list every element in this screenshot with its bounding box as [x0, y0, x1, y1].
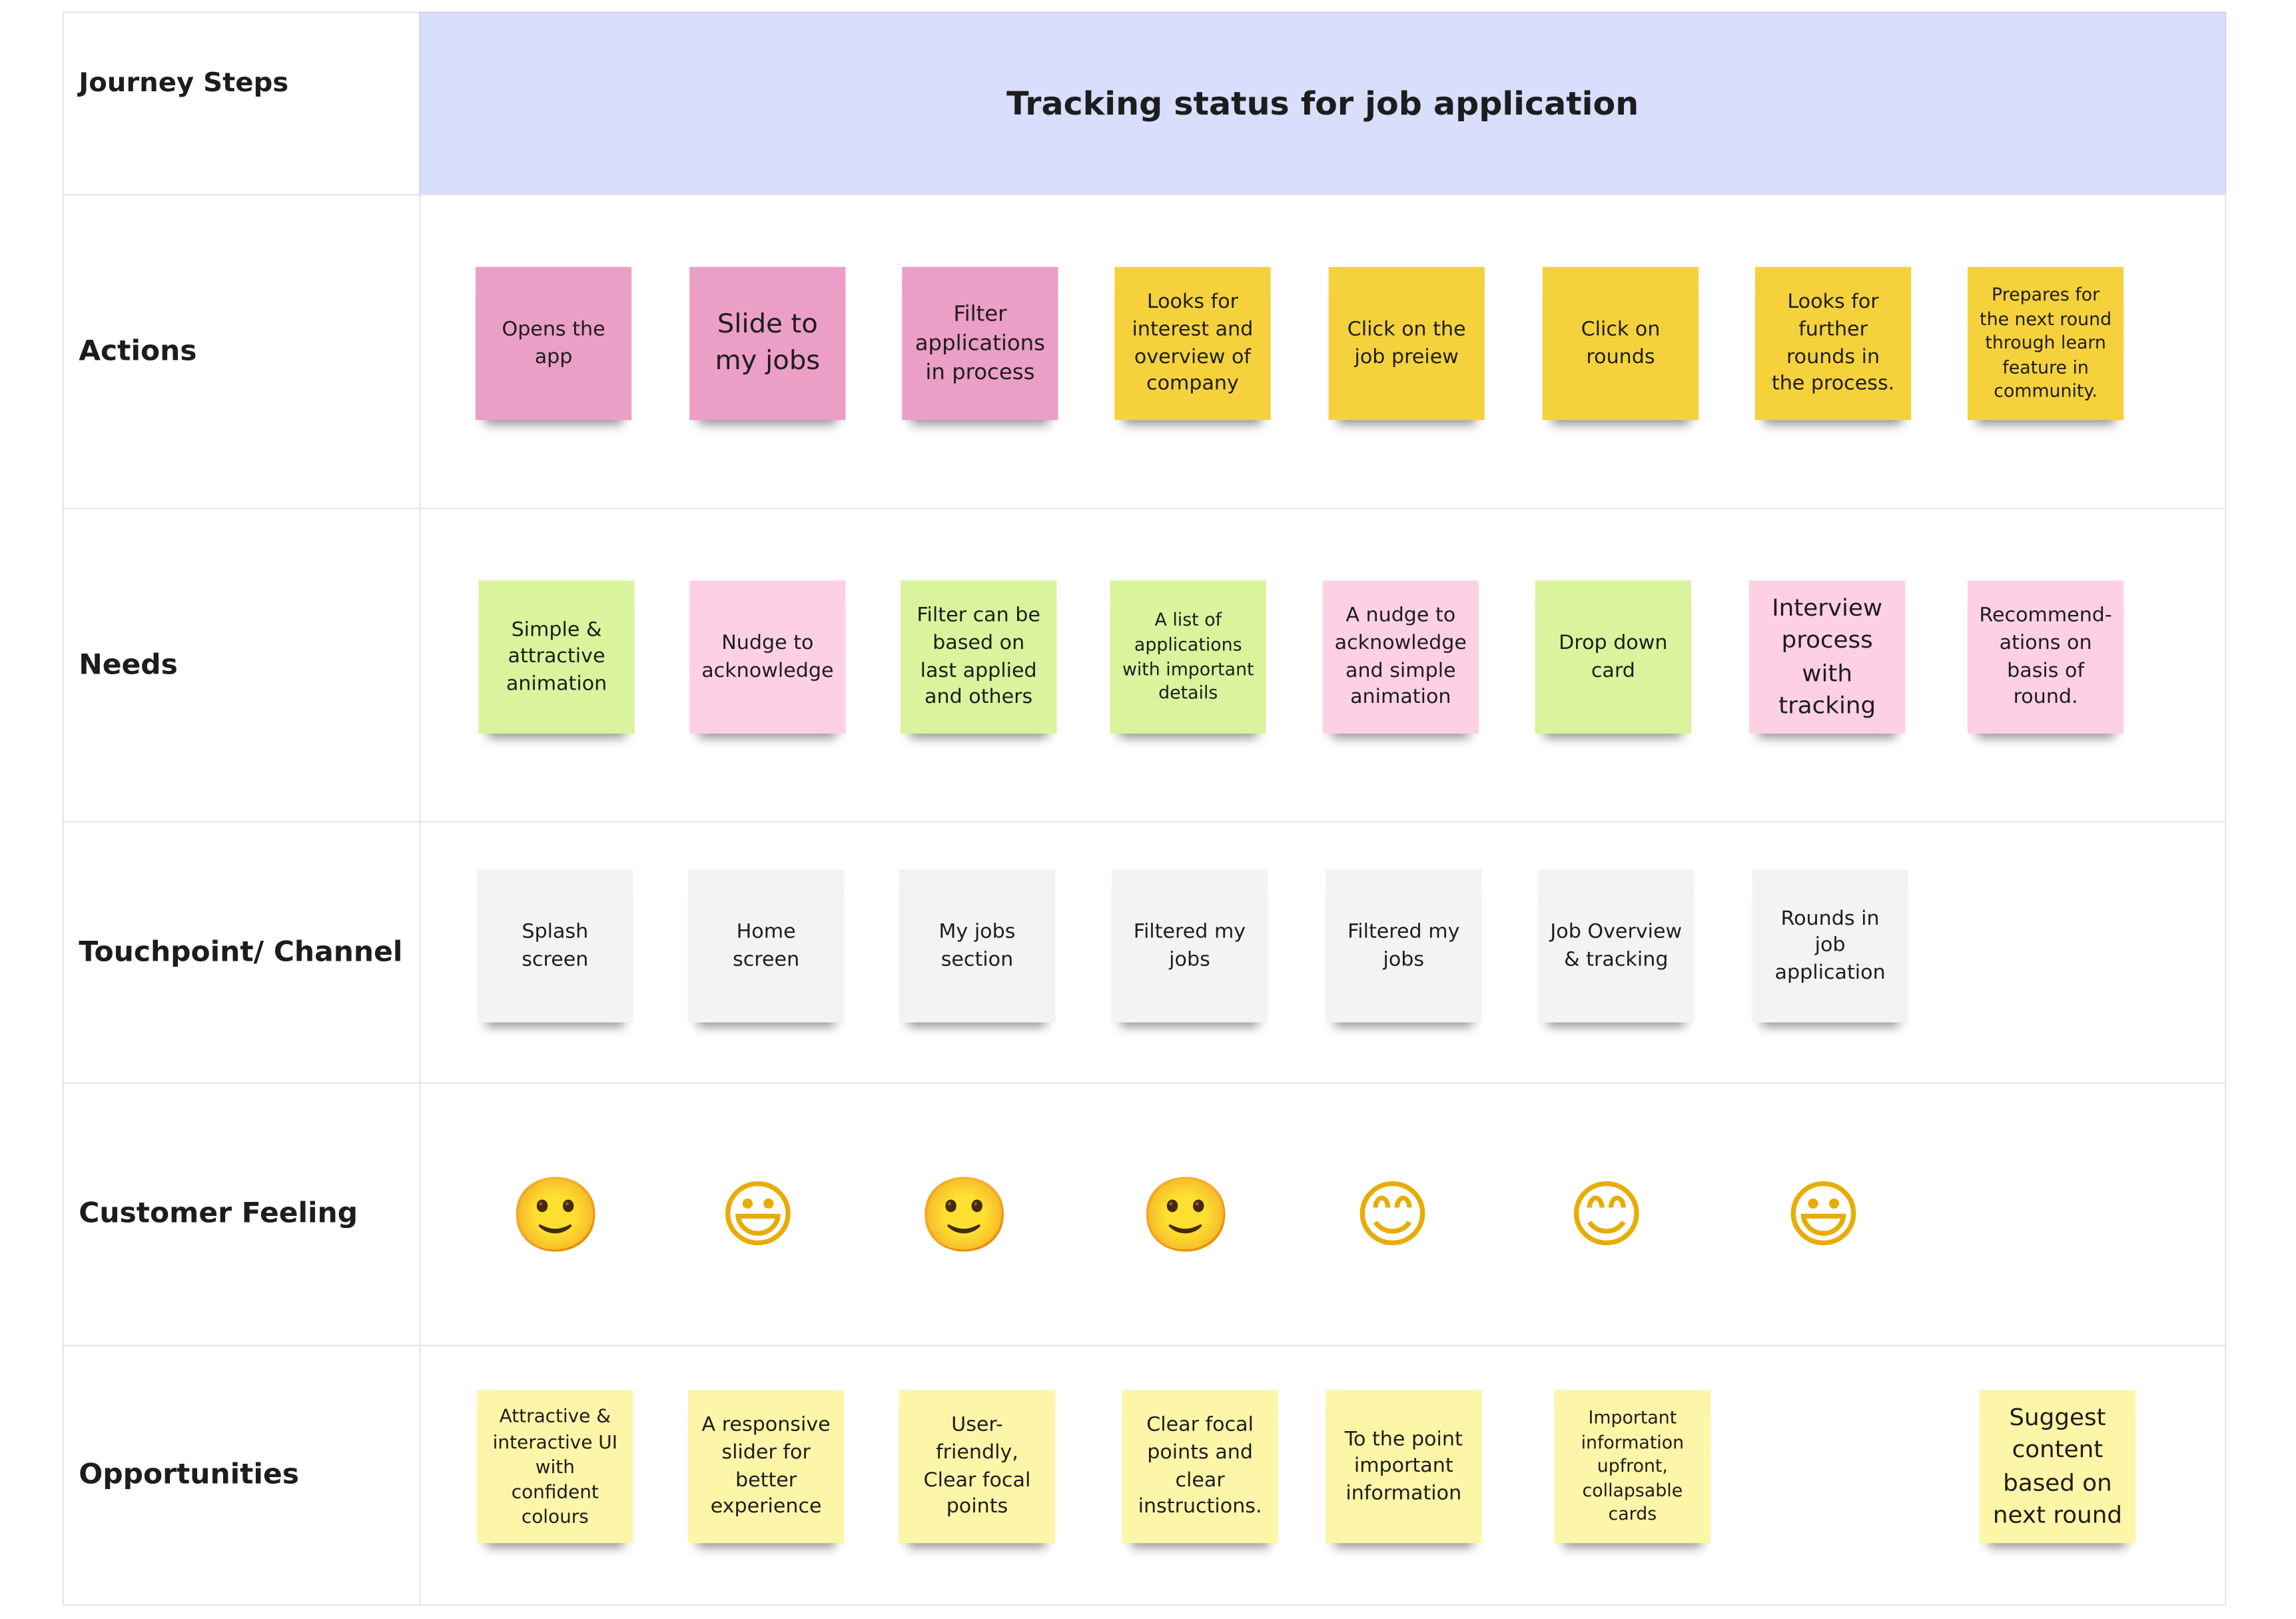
sticky-note: Drop down card: [1535, 580, 1691, 734]
sticky-note: Nudge to acknowledge: [689, 580, 846, 734]
row-label: Actions: [79, 334, 197, 367]
feeling-emoji: 🙂: [1140, 1173, 1233, 1258]
row-label-cell: [62, 1345, 421, 1606]
sticky-note: Interview process with tracking: [1749, 580, 1906, 734]
sticky-note: To the point important information: [1326, 1390, 1482, 1544]
sticky-note: Prepares for the next round through lear…: [1967, 267, 2124, 420]
row-label-cell: [62, 507, 421, 823]
sticky-note: My jobs section: [899, 869, 1056, 1023]
sticky-note: Looks for further rounds in the process.: [1754, 267, 1912, 420]
sticky-note: Suggest content based on next round: [1979, 1390, 2136, 1544]
row-label-cell: [62, 194, 421, 510]
sticky-note: Click on the job preiew: [1328, 267, 1485, 420]
sticky-note: Filtered my jobs: [1326, 869, 1482, 1023]
feeling-emoji: 😊: [1567, 1173, 1645, 1258]
row-label-cell: [62, 1082, 421, 1347]
sticky-note: A nudge to acknowledge and simple animat…: [1322, 580, 1479, 734]
feeling-emoji: 😊: [1353, 1173, 1431, 1258]
row-content-cell: [419, 1082, 2227, 1347]
sticky-note: User-friendly, Clear focal points: [899, 1390, 1056, 1544]
sticky-note: Simple & attractive animation: [478, 580, 635, 734]
sticky-note: Rounds in job application: [1752, 869, 1908, 1023]
sticky-note: Looks for interest and overview of compa…: [1114, 267, 1271, 420]
sticky-note: Important information upfront, collapsab…: [1554, 1390, 1711, 1544]
sticky-note: A list of applications with important de…: [1110, 580, 1266, 734]
sticky-note: Splash screen: [477, 869, 633, 1023]
sticky-note: A responsive slider for better experienc…: [687, 1390, 845, 1544]
row-label: Touchpoint/ Channel: [79, 935, 403, 968]
feeling-emoji: 🙂: [918, 1173, 1011, 1258]
header-band: [419, 11, 2227, 196]
row-label: Needs: [79, 648, 178, 681]
row-label-cell: [62, 821, 421, 1084]
sticky-note: Click on rounds: [1542, 267, 1699, 420]
feeling-emoji: 😃: [719, 1173, 797, 1258]
journey-title: Tracking status for job application: [1006, 87, 1639, 123]
row-label: Customer Feeling: [79, 1197, 358, 1230]
sticky-note: Opens the app: [475, 267, 632, 420]
sticky-note: Slide to my jobs: [689, 267, 846, 420]
sticky-note: Home screen: [687, 869, 845, 1023]
feeling-emoji: 😃: [1784, 1173, 1862, 1258]
sticky-note: Recommend-ations on basis of round.: [1967, 580, 2124, 734]
sticky-note: Filter applications in process: [902, 267, 1058, 420]
sticky-note: Attractive & interactive UI with confide…: [477, 1390, 633, 1544]
header-label-cell: [62, 11, 421, 196]
feeling-emoji: 🙂: [510, 1173, 603, 1258]
sticky-note: Filtered my jobs: [1111, 869, 1268, 1023]
sticky-note: Clear focal points and clear instruction…: [1122, 1390, 1278, 1544]
sticky-note: Filter can be based on last applied and …: [901, 580, 1057, 734]
sticky-note: Job Overview & tracking: [1538, 869, 1695, 1023]
header-label: Journey Steps: [79, 67, 289, 99]
row-label: Opportunities: [79, 1458, 299, 1491]
